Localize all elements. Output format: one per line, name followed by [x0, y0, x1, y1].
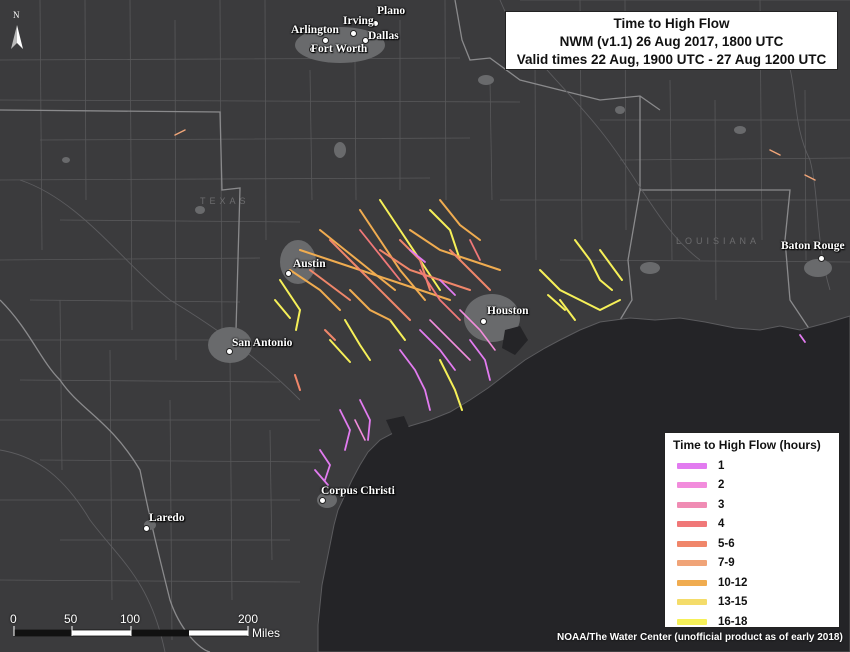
- city-label-laredo[interactable]: Laredo: [149, 512, 185, 524]
- legend-swatch: [677, 599, 707, 606]
- city-dot-austin: [285, 270, 292, 277]
- city-label-fort-worth[interactable]: Fort Worth: [311, 43, 368, 55]
- high-flow-network: [174, 129, 816, 486]
- scale-tick-200: 200: [238, 612, 259, 626]
- legend-item: 7-9: [673, 554, 831, 574]
- map-subtitle-valid-times: Valid times 22 Aug, 1900 UTC - 27 Aug 12…: [516, 52, 827, 67]
- legend-swatch: [677, 618, 707, 625]
- legend-item: 10-12: [673, 573, 831, 593]
- legend-label: 4: [718, 518, 725, 531]
- legend-swatch: [677, 482, 707, 489]
- city-dot-arlington: [322, 37, 329, 44]
- legend-label: 10-12: [718, 576, 748, 589]
- scale-tick-0: 0: [10, 612, 17, 626]
- legend-swatch: [677, 579, 707, 586]
- city-dot-plano: [372, 20, 379, 27]
- legend-label: 16-18: [718, 615, 748, 628]
- legend-label: 2: [718, 479, 725, 492]
- legend-item: 4: [673, 515, 831, 535]
- state-boundaries: [0, 0, 811, 652]
- legend-swatch: [677, 501, 707, 508]
- legend-item: 13-15: [673, 593, 831, 613]
- legend-swatch: [677, 521, 707, 528]
- scale-tick-100: 100: [120, 612, 141, 626]
- city-dot-corpus-christi: [319, 497, 326, 504]
- state-label-louisiana: LOUISIANA: [676, 236, 761, 246]
- scale-tick-50: 50: [64, 612, 78, 626]
- legend-swatch: [677, 540, 707, 547]
- map-title: Time to High Flow: [613, 16, 730, 31]
- legend-label: 7-9: [718, 557, 735, 570]
- city-label-baton-rouge[interactable]: Baton Rouge: [781, 240, 845, 252]
- legend-label: 13-15: [718, 596, 748, 609]
- legend-title: Time to High Flow (hours): [673, 438, 821, 452]
- city-label-arlington[interactable]: Arlington: [291, 24, 339, 36]
- city-dot-dallas: [362, 37, 369, 44]
- city-label-houston[interactable]: Houston: [487, 305, 529, 317]
- city-dot-houston: [480, 318, 487, 325]
- legend-item: 16-18: [673, 612, 831, 632]
- scale-bar: [13, 626, 249, 637]
- map-subtitle-model-run: NWM (v1.1) 26 Aug 2017, 1800 UTC: [559, 34, 784, 49]
- city-label-austin[interactable]: Austin: [293, 258, 326, 270]
- north-arrow-icon: [11, 25, 23, 49]
- city-dot-fort-worth: [309, 46, 316, 53]
- legend-label: 1: [718, 459, 725, 472]
- legend-item: 1: [673, 456, 831, 476]
- city-label-irving[interactable]: Irving: [343, 15, 374, 27]
- legend-label: 3: [718, 498, 725, 511]
- state-label-texas: TEXAS: [200, 196, 250, 206]
- legend: Time to High Flow (hours) 1 2 3 4 5-6 7-9 10-1…: [664, 432, 840, 628]
- legend-swatch: [677, 462, 707, 469]
- legend-item: 5-6: [673, 534, 831, 554]
- city-dot-laredo: [143, 525, 150, 532]
- legend-item: 2: [673, 476, 831, 496]
- scale-unit: Miles: [252, 626, 281, 640]
- north-letter: N: [13, 10, 20, 20]
- legend-item: 3: [673, 495, 831, 515]
- city-label-dallas[interactable]: Dallas: [368, 30, 399, 42]
- city-dot-san-antonio: [226, 348, 233, 355]
- city-label-plano[interactable]: Plano: [377, 5, 406, 17]
- city-dot-baton-rouge: [818, 255, 825, 262]
- urban-areas: [62, 27, 832, 530]
- legend-label: 5-6: [718, 537, 735, 550]
- city-label-san-antonio[interactable]: San Antonio: [232, 337, 293, 349]
- city-label-corpus-christi[interactable]: Corpus Christi: [321, 485, 395, 497]
- credit-text: NOAA/The Water Center (unofficial produc…: [557, 632, 843, 643]
- city-dot-irving: [350, 30, 357, 37]
- legend-swatch: [677, 560, 707, 567]
- map-title-box: Time to High Flow NWM (v1.1) 26 Aug 2017…: [505, 11, 838, 70]
